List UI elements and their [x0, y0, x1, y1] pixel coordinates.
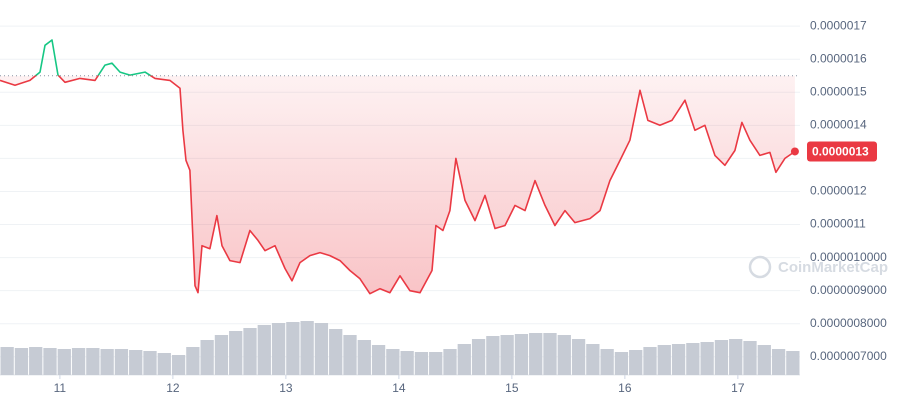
x-tick-label: 16 [618, 381, 632, 395]
volume-bar [300, 321, 314, 375]
volume-bar [0, 347, 14, 375]
volume-bar [643, 347, 657, 375]
volume-bar [343, 335, 357, 375]
volume-bar [514, 334, 529, 375]
watermark-logo [748, 255, 772, 279]
volume-bar [500, 335, 514, 375]
volume-bar [557, 335, 571, 375]
volume-bar [143, 351, 157, 375]
y-tick-label: 0.0000010000 [810, 250, 887, 264]
x-tick-label: 17 [731, 381, 745, 395]
volume-bar [257, 325, 271, 375]
y-tick-label: 0.0000009000 [810, 283, 887, 297]
volume-bar [529, 333, 543, 375]
y-tick-label: 0.0000015 [810, 84, 867, 98]
volume-bar [200, 340, 214, 375]
volume-bar [457, 344, 471, 375]
y-tick-label: 0.0000017 [810, 18, 867, 32]
x-tick-label: 15 [505, 381, 519, 395]
x-tick-label: 14 [392, 381, 406, 395]
volume-bar [686, 343, 700, 375]
volume-bar [229, 331, 243, 375]
volume-bar [429, 352, 443, 375]
last-price-label: 0.0000013 [812, 145, 869, 159]
volume-bar [671, 344, 686, 375]
volume-bar [171, 355, 186, 375]
volume-bar [86, 348, 100, 375]
volume-bar [114, 349, 129, 375]
volume-bar [486, 336, 500, 375]
volume-bar [129, 350, 143, 375]
volume-bar [71, 348, 86, 375]
volume-bar [14, 348, 29, 375]
volume-bar [243, 328, 257, 375]
volume-bar [771, 349, 786, 375]
volume-bar [57, 349, 71, 375]
volume-bar [400, 351, 414, 375]
volume-bar [100, 349, 114, 375]
volume-bar [286, 322, 300, 375]
volume-bar [543, 333, 557, 375]
y-tick-label: 0.0000016 [810, 51, 867, 65]
volume-bar [314, 323, 329, 375]
y-tick-label: 0.0000012 [810, 184, 867, 198]
volume-bar [786, 351, 800, 375]
volume-bar [157, 353, 171, 375]
price-area [0, 75, 795, 294]
volume-bar [371, 345, 386, 375]
volume-bar [700, 342, 714, 375]
volume-bar [571, 339, 586, 375]
volume-bar [443, 349, 457, 375]
x-tick-label: 11 [54, 381, 67, 395]
y-tick-label: 0.0000014 [810, 118, 867, 132]
volume-bar [186, 347, 200, 375]
last-price-badge [807, 141, 877, 162]
y-tick-label: 0.0000008000 [810, 316, 887, 330]
volume-bar [657, 345, 671, 375]
volume-bar [414, 352, 429, 375]
volume-bar [357, 340, 371, 375]
x-tick-label: 13 [279, 381, 293, 395]
volume-bar [386, 349, 400, 375]
volume-bar [714, 340, 729, 375]
volume-bar [586, 344, 600, 375]
volume-bar [629, 350, 643, 375]
watermark: CoinMarketCap [778, 259, 888, 276]
volume-bar [757, 345, 771, 375]
volume-bar [214, 335, 229, 375]
price-line [0, 39, 796, 295]
x-tick-label: 12 [166, 381, 180, 395]
volume-bar [471, 339, 486, 375]
volume-bar [600, 349, 614, 375]
volume-bar [729, 339, 743, 375]
last-point [790, 147, 799, 156]
volume-bar [743, 341, 757, 375]
y-tick-label: 0.0000007000 [810, 349, 887, 363]
volume-bar [43, 348, 57, 375]
volume-bar [329, 329, 343, 375]
volume-bar [614, 352, 629, 375]
volume-bar [29, 347, 43, 375]
y-tick-label: 0.0000011 [810, 217, 866, 231]
volume-bar [271, 323, 286, 375]
